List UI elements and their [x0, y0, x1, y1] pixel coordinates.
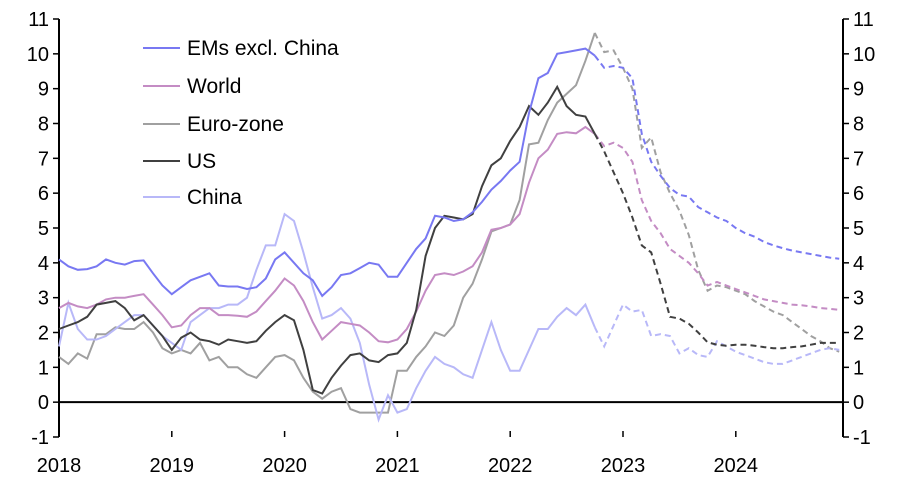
right-y-tick-label: 8	[853, 114, 864, 136]
left-y-tick-label: 3	[38, 288, 49, 310]
legend-item: EMs excl. China	[143, 37, 339, 60]
x-tick-label: 2018	[37, 455, 82, 477]
left-y-tick-label: 7	[38, 148, 49, 170]
right-y-tick-label: 0	[853, 392, 864, 414]
x-tick-label: 2020	[262, 455, 307, 477]
left-y-tick-label: -1	[31, 427, 49, 449]
left-y-tick-label: 10	[27, 44, 49, 66]
series-lines	[58, 32, 840, 423]
left-y-tick-label: 11	[28, 9, 49, 31]
right-y-tick-label: 9	[853, 79, 864, 101]
left-y-tick-label: 9	[38, 79, 49, 101]
legend-item: China	[143, 186, 242, 209]
left-y-tick-label: 5	[38, 218, 49, 240]
right-y-tick-label: 1	[853, 357, 864, 379]
series-line-actual	[58, 47, 596, 298]
series-line-forecast	[593, 133, 840, 350]
right-y-tick-label: 4	[853, 253, 864, 275]
left-y-tick-label: 1	[38, 357, 49, 379]
left-y-tick-label: 6	[38, 183, 49, 205]
right-y-tick-label: 10	[853, 44, 875, 66]
x-tick-label: 2024	[714, 455, 759, 477]
series-line-actual	[58, 125, 596, 344]
right-y-tick-label: 3	[853, 288, 864, 310]
left-y-tick-label: 4	[38, 253, 49, 275]
series-line-forecast	[594, 54, 840, 260]
x-tick-label: 2022	[488, 455, 533, 477]
legend-label: China	[187, 186, 242, 209]
left-y-tick-label: 2	[38, 323, 49, 345]
series-line-forecast	[593, 303, 840, 365]
legend-label: EMs excl. China	[187, 37, 339, 60]
series-line-forecast	[593, 32, 840, 353]
series-line-actual	[58, 32, 596, 414]
legend-item: Euro-zone	[143, 113, 284, 136]
right-y-tick-label: 2	[853, 323, 864, 345]
right-y-tick-label: 5	[853, 218, 864, 240]
left-y-tick-label: 0	[38, 392, 49, 414]
right-y-tick-label: 6	[853, 183, 864, 205]
right-y-tick-label: 7	[853, 148, 864, 170]
right-y-tick-label: -1	[853, 427, 871, 449]
legend-label: World	[187, 75, 241, 98]
legend-label: US	[187, 150, 216, 173]
left-y-tick-label: 8	[38, 114, 49, 136]
legend-item: World	[143, 75, 241, 98]
legend: EMs excl. China World Euro-zone US China	[143, 37, 339, 209]
x-tick-label: 2023	[601, 455, 646, 477]
legend-item: US	[143, 150, 216, 173]
right-y-tick-label: 11	[853, 9, 874, 31]
x-tick-label: 2021	[375, 455, 420, 477]
legend-label: Euro-zone	[187, 113, 284, 136]
x-tick-label: 2019	[150, 455, 195, 477]
series-line-forecast	[594, 133, 840, 311]
series-line-actual	[58, 84, 596, 395]
